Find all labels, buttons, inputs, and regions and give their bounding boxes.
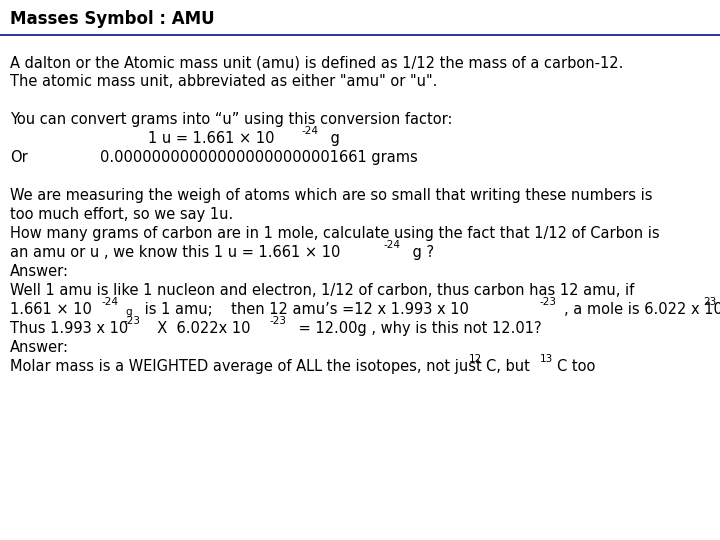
Text: Answer:: Answer: [10, 264, 69, 279]
Text: C, but: C, but [486, 359, 534, 374]
Text: , a mole is 6.022 x 10: , a mole is 6.022 x 10 [564, 302, 720, 317]
Text: -24: -24 [302, 126, 319, 136]
Text: C too: C too [557, 359, 595, 374]
Text: How many grams of carbon are in 1 mole, calculate using the fact that 1/12 of Ca: How many grams of carbon are in 1 mole, … [10, 226, 660, 241]
Text: Answer:: Answer: [10, 340, 69, 355]
Text: -24: -24 [384, 240, 401, 250]
Text: 23: 23 [703, 297, 716, 307]
Text: an amu or u , we know this 1 u = 1.661 × 10: an amu or u , we know this 1 u = 1.661 ×… [10, 245, 341, 260]
Text: Molar mass is a WEIGHTED average of ALL the isotopes, not just: Molar mass is a WEIGHTED average of ALL … [10, 359, 487, 374]
Text: The atomic mass unit, abbreviated as either "amu" or "u".: The atomic mass unit, abbreviated as eit… [10, 74, 437, 89]
Text: g: g [125, 307, 132, 317]
Text: -24: -24 [101, 297, 118, 307]
Text: = 12.00g , why is this not 12.01?: = 12.00g , why is this not 12.01? [294, 321, 541, 336]
Text: Well 1 amu is like 1 nucleon and electron, 1/12 of carbon, thus carbon has 12 am: Well 1 amu is like 1 nucleon and electro… [10, 283, 634, 298]
Text: 1.661 × 10: 1.661 × 10 [10, 302, 92, 317]
Text: is 1 amu;    then 12 amu’s =12 x 1.993 x 10: is 1 amu; then 12 amu’s =12 x 1.993 x 10 [140, 302, 469, 317]
Text: Masses Symbol : AMU: Masses Symbol : AMU [10, 10, 215, 28]
Text: A dalton or the Atomic mass unit (amu) is defined as 1/12 the mass of a carbon-1: A dalton or the Atomic mass unit (amu) i… [10, 55, 624, 70]
Text: Or: Or [10, 150, 28, 165]
Text: 13: 13 [540, 354, 553, 364]
Text: -23: -23 [270, 316, 287, 326]
Text: 1 u = 1.661 × 10: 1 u = 1.661 × 10 [148, 131, 274, 146]
Text: X  6.022x 10: X 6.022x 10 [148, 321, 251, 336]
Text: g ?: g ? [408, 245, 434, 260]
Text: You can convert grams into “u” using this conversion factor:: You can convert grams into “u” using thi… [10, 112, 452, 127]
Text: -23: -23 [124, 316, 141, 326]
Text: -23: -23 [540, 297, 557, 307]
Text: g: g [326, 131, 340, 146]
Text: Thus 1.993 x 10: Thus 1.993 x 10 [10, 321, 128, 336]
Text: 12: 12 [469, 354, 482, 364]
Text: too much effort, so we say 1u.: too much effort, so we say 1u. [10, 207, 233, 222]
Text: We are measuring the weigh of atoms which are so small that writing these number: We are measuring the weigh of atoms whic… [10, 188, 652, 203]
Text: 0.000000000000000000000001661 grams: 0.000000000000000000000001661 grams [100, 150, 418, 165]
